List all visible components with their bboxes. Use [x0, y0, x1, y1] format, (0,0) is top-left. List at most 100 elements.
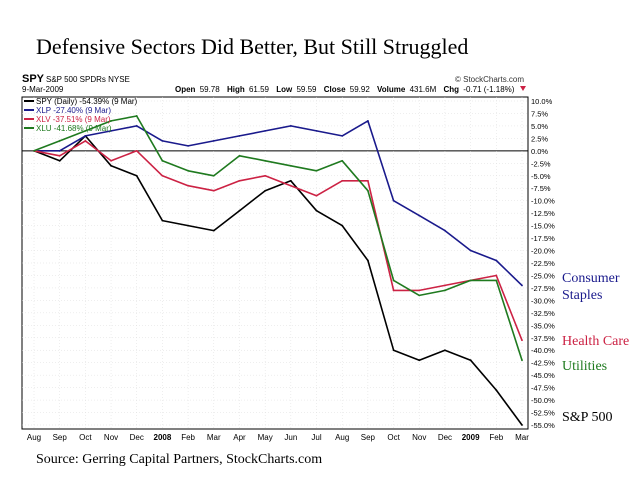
data-point-xlp: [444, 229, 446, 232]
data-point-xlp: [187, 144, 190, 147]
x-tick-label: Oct: [387, 433, 400, 442]
data-point-xlp: [110, 130, 112, 132]
label-staples: Staples: [562, 288, 603, 303]
data-point-xlu: [366, 189, 369, 192]
data-point-xlv: [521, 339, 523, 342]
legend-xlu: XLU -41.68% (9 Mar): [36, 124, 112, 133]
volume-value: 431.6M: [410, 85, 437, 94]
x-tick-label: Feb: [489, 433, 503, 442]
data-point-spy: [341, 224, 344, 227]
data-point-spy: [212, 229, 215, 232]
data-point-xlu: [264, 159, 267, 162]
label-consumer: Consumer: [562, 271, 620, 286]
y-tick-label: -27.5%: [531, 284, 555, 293]
data-point-spy: [444, 349, 446, 352]
data-point-spy: [238, 209, 241, 212]
header-name: S&P 500 SPDRs NYSE: [46, 75, 130, 84]
header-date: 9-Mar-2009: [22, 85, 64, 94]
y-tick-label: -45.0%: [531, 371, 555, 380]
data-point-xlv: [495, 274, 498, 277]
data-point-xlv: [341, 179, 344, 182]
open-value: 59.78: [200, 85, 221, 94]
data-point-xlp: [469, 249, 472, 252]
data-point-xlp: [264, 130, 267, 132]
data-point-xlu: [444, 289, 446, 292]
data-point-spy: [469, 359, 472, 362]
data-point-xlu: [341, 159, 344, 162]
data-point-spy: [521, 424, 523, 426]
data-point-xlv: [264, 174, 267, 177]
high-label: High: [227, 85, 245, 94]
x-tick-label: Jul: [311, 433, 321, 442]
data-point-xlu: [110, 120, 112, 122]
legend: SPY (Daily) -54.39% (9 Mar) XLP -27.40% …: [24, 97, 138, 133]
data-point-xlv: [161, 174, 164, 177]
data-point-xlp: [212, 139, 215, 142]
data-point-xlp: [521, 284, 523, 287]
data-point-spy: [392, 349, 395, 352]
x-tick-label: Aug: [335, 433, 349, 442]
data-point-xlp: [289, 125, 292, 127]
data-point-xlv: [418, 289, 421, 292]
data-point-xlu: [161, 159, 164, 162]
x-tick-label: Sep: [53, 433, 68, 442]
y-tick-label: 2.5%: [531, 134, 548, 143]
y-tick-label: -10.0%: [531, 197, 555, 206]
high-value: 61.59: [249, 85, 270, 94]
chg-label: Chg: [444, 85, 460, 94]
y-tick-label: 5.0%: [531, 122, 548, 131]
data-point-xlu: [33, 149, 35, 152]
data-point-xlv: [58, 154, 61, 157]
legend-xlv: XLV -37.51% (9 Mar): [36, 115, 111, 124]
data-point-spy: [135, 174, 138, 177]
x-tick-label: Apr: [233, 433, 246, 442]
data-point-spy: [495, 389, 498, 392]
series-line-xlv: [33, 140, 523, 341]
data-point-xlv: [110, 159, 112, 162]
x-tick-label: Dec: [438, 433, 452, 442]
y-tick-label: -20.0%: [531, 247, 555, 256]
x-tick-label: Nov: [104, 433, 118, 442]
data-point-xlu: [135, 115, 138, 117]
data-point-xlu: [84, 130, 87, 132]
y-tick-label: -15.0%: [531, 222, 555, 231]
data-point-xlv: [187, 184, 190, 187]
y-tick-label: -17.5%: [531, 234, 555, 243]
data-point-spy: [289, 179, 292, 182]
label-health-care: Health Care: [562, 334, 630, 349]
x-tick-label: Feb: [181, 433, 195, 442]
data-point-xlu: [187, 169, 190, 172]
y-tick-label: -30.0%: [531, 296, 555, 305]
data-point-xlp: [392, 199, 395, 202]
series-line-spy: [33, 135, 523, 426]
y-tick-label: -12.5%: [531, 209, 555, 218]
data-point-xlu: [495, 279, 498, 282]
data-point-xlv: [289, 184, 292, 187]
y-tick-label: -5.0%: [531, 172, 551, 181]
data-point-xlu: [238, 154, 241, 157]
data-point-spy: [315, 209, 318, 212]
x-tick-label: Sep: [361, 433, 376, 442]
data-point-xlu: [58, 139, 61, 142]
data-point-xlp: [366, 120, 369, 122]
x-tick-label: Oct: [79, 433, 92, 442]
data-point-xlp: [315, 130, 318, 132]
x-tick-label: Dec: [130, 433, 144, 442]
y-tick-label: -2.5%: [531, 159, 551, 168]
label-utilities: Utilities: [562, 359, 608, 374]
series-line-xlu: [33, 115, 523, 361]
data-point-xlp: [341, 134, 344, 137]
data-point-spy: [187, 224, 190, 227]
y-tick-label: -35.0%: [531, 321, 555, 330]
legend-spy: SPY (Daily) -54.39% (9 Mar): [36, 97, 138, 106]
svg-text:Open 59.78 High 61: Open 59.78 High 61.59 Low 59.59 Close 59…: [175, 85, 515, 94]
data-point-xlp: [135, 125, 138, 127]
series-line-xlp: [34, 120, 523, 286]
y-tick-label: -47.5%: [531, 384, 555, 393]
x-tick-label: May: [258, 433, 273, 442]
data-point-xlp: [84, 134, 87, 137]
x-tick-label: 2009: [462, 433, 480, 442]
label-sp500: S&P 500: [562, 410, 613, 425]
x-tick-label: 2008: [154, 433, 172, 442]
